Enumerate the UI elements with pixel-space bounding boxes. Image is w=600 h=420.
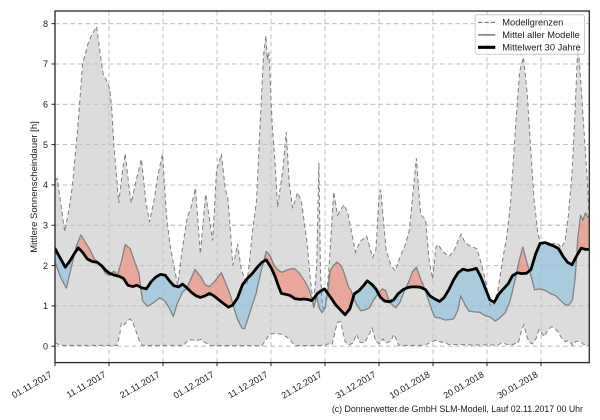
- svg-text:5: 5: [43, 140, 48, 150]
- svg-text:1: 1: [43, 301, 48, 311]
- svg-text:Modellgrenzen: Modellgrenzen: [502, 18, 563, 28]
- svg-text:Mittel aller Modelle: Mittel aller Modelle: [502, 30, 580, 40]
- svg-text:8: 8: [43, 19, 48, 29]
- svg-text:7: 7: [43, 59, 48, 69]
- svg-text:2: 2: [43, 261, 48, 271]
- svg-text:3: 3: [43, 220, 48, 230]
- svg-text:(c) Donnerwetter.de GmbH SLM-M: (c) Donnerwetter.de GmbH SLM-Modell, Lau…: [332, 404, 583, 414]
- svg-text:4: 4: [43, 180, 48, 190]
- svg-text:Mittlere Sonnenscheindauer [h]: Mittlere Sonnenscheindauer [h]: [29, 121, 40, 253]
- svg-text:0: 0: [43, 341, 48, 351]
- svg-text:6: 6: [43, 99, 48, 109]
- svg-text:Mittelwert 30 Jahre: Mittelwert 30 Jahre: [502, 43, 581, 53]
